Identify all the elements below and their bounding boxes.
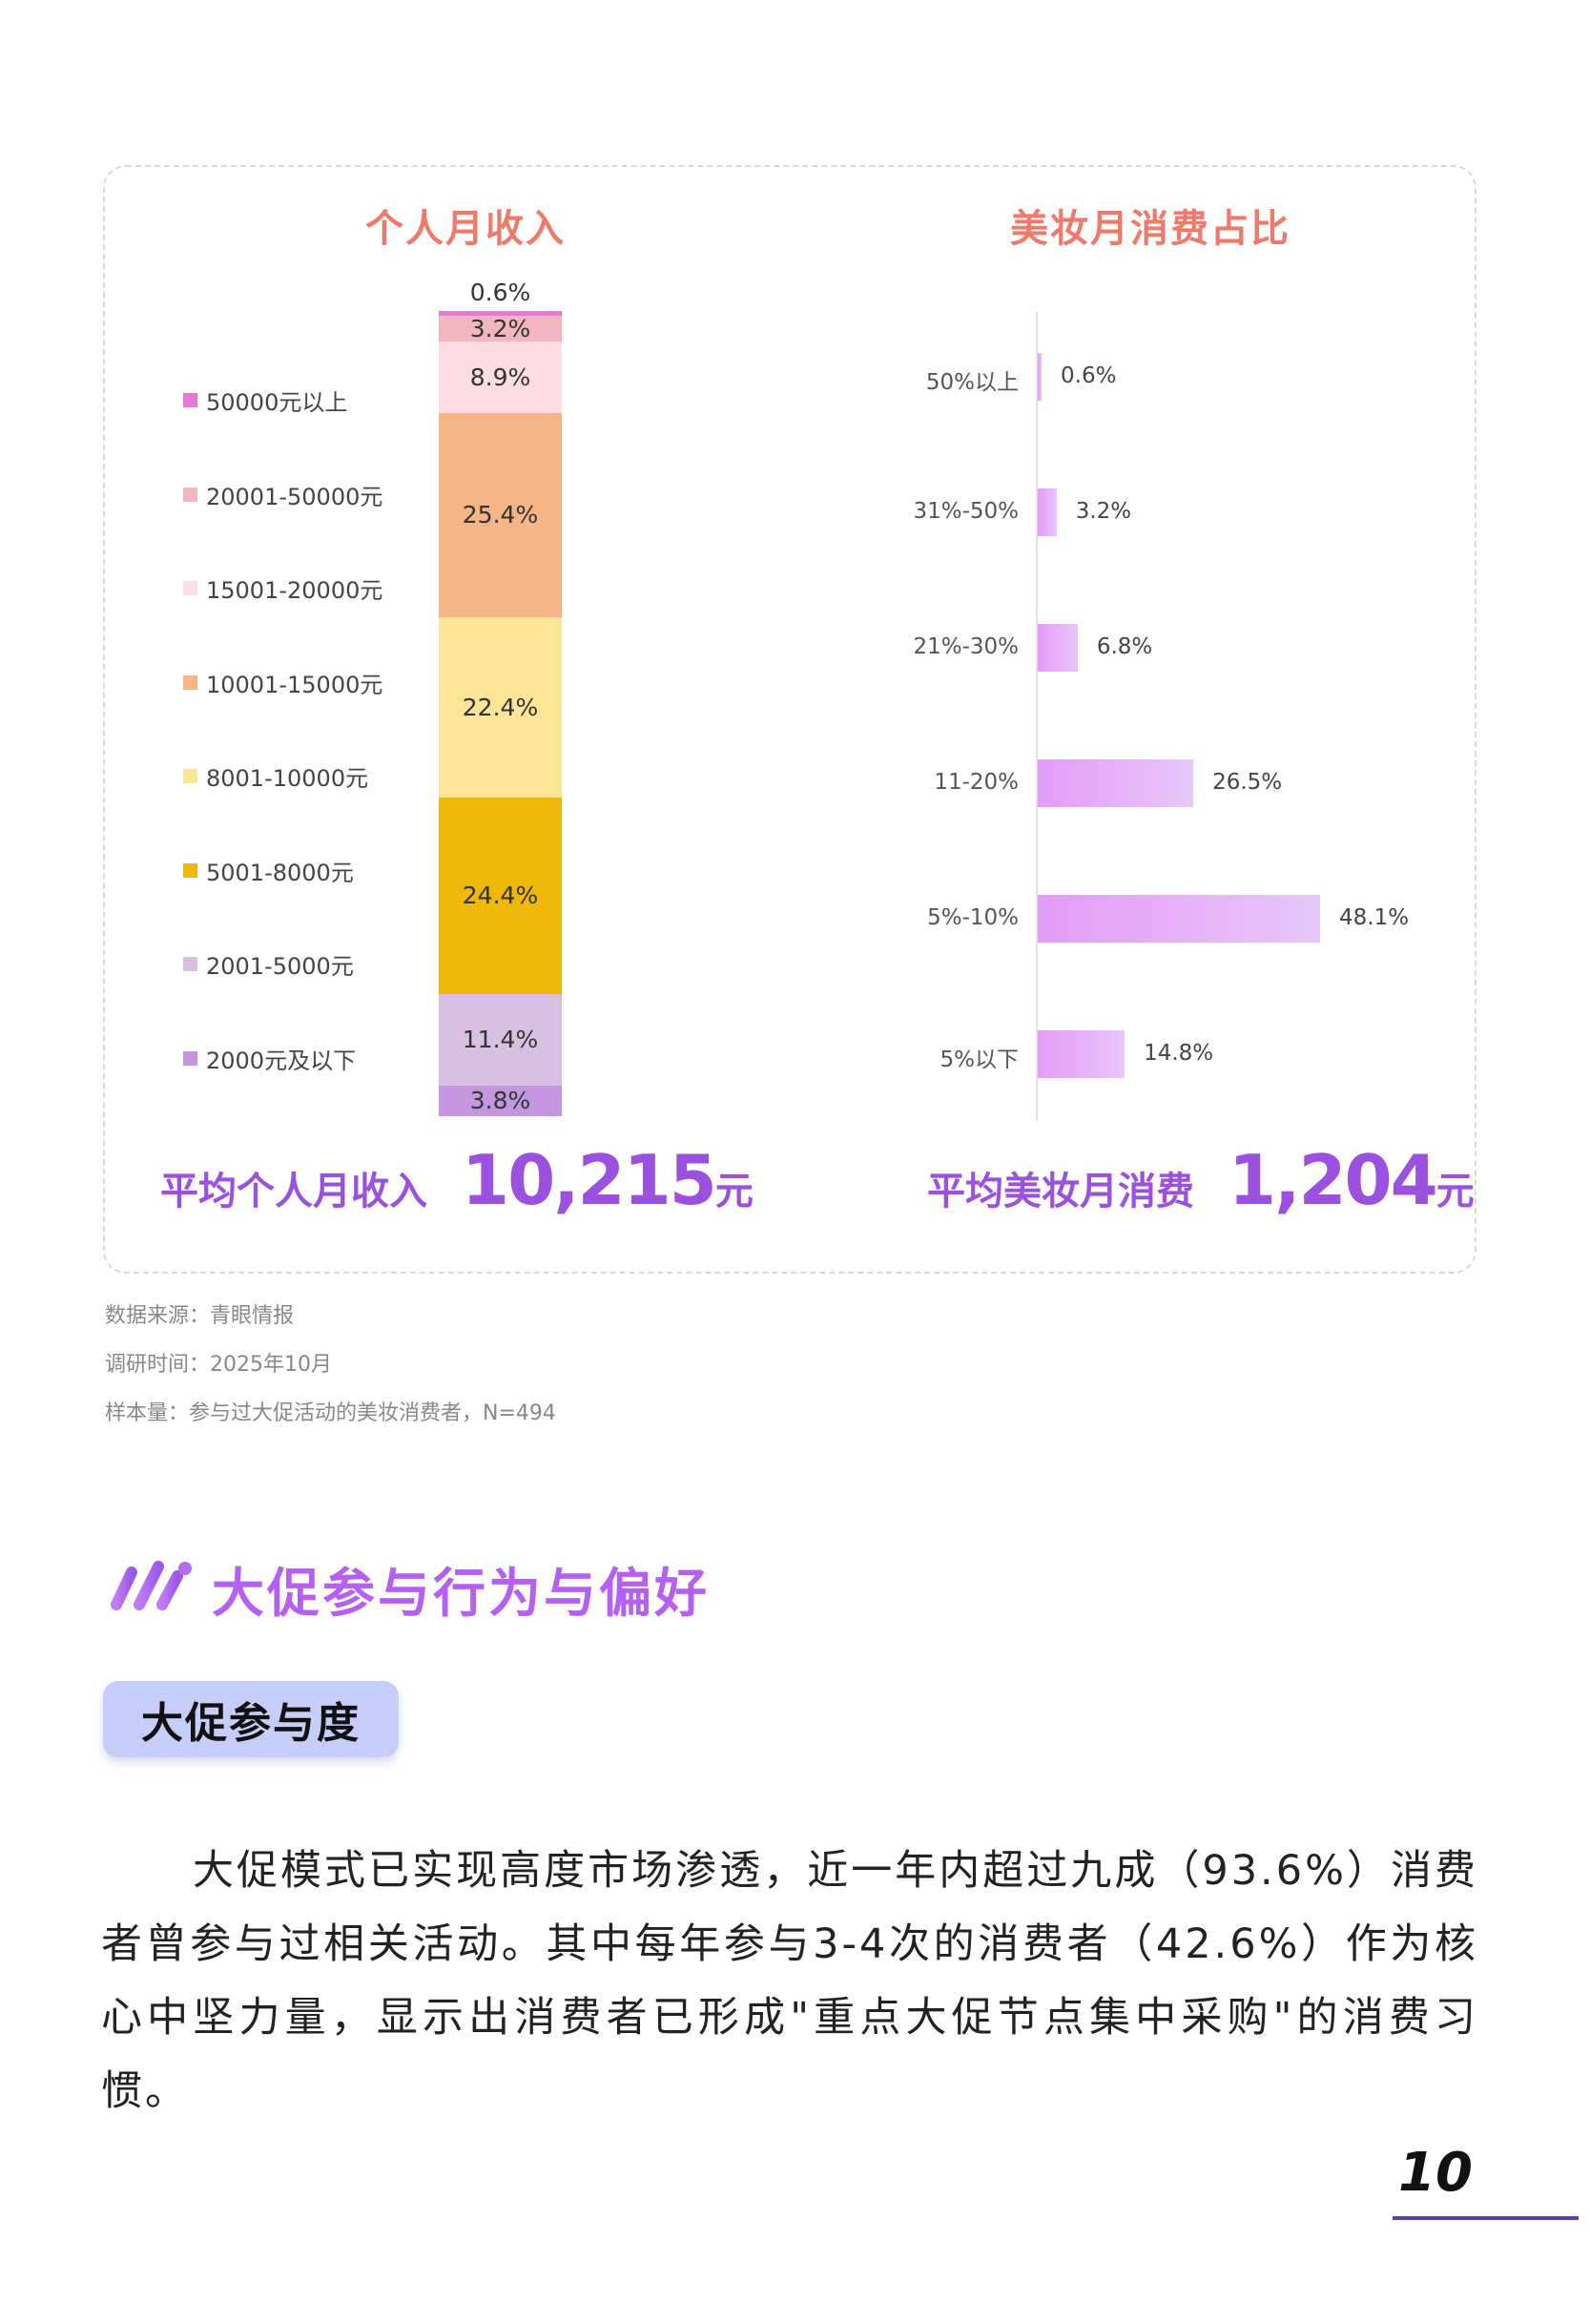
income-summary-label: 平均个人月收入	[160, 1170, 427, 1214]
income-legend-item: 2000元及以下	[183, 1042, 356, 1075]
income-summary-unit: 元	[714, 1170, 754, 1214]
subsection-title: 大促参与度	[141, 1699, 361, 1748]
legend-swatch	[183, 769, 197, 783]
spend-chart-title: 美妆月消费占比	[1010, 207, 1291, 251]
chart-card	[103, 165, 1476, 1274]
legend-label: 2000元及以下	[206, 1047, 357, 1074]
income-bar-segment	[439, 311, 562, 317]
page-number-rule	[1393, 2216, 1579, 2220]
legend-label: 8001-10000元	[206, 765, 369, 792]
legend-label: 2001-5000元	[206, 953, 354, 980]
legend-swatch	[183, 862, 197, 878]
page-number: 10	[1398, 2142, 1473, 2204]
income-bar-segment	[439, 617, 562, 799]
spend-value-label: 3.2%	[1075, 499, 1132, 524]
legend-label: 10001-15000元	[206, 671, 383, 698]
body-paragraph: 大促模式已实现高度市场渗透，近一年内超过九成（93.6%）消费者曾参与过相关活动…	[101, 1847, 1478, 2115]
spend-bar	[1038, 624, 1078, 672]
spend-bar	[1038, 1030, 1125, 1078]
income-summary-value: 10,215	[462, 1140, 717, 1220]
income-chart-title: 个人月收入	[365, 207, 566, 251]
spend-category-label: 21%-30%	[913, 634, 1019, 659]
sample-size-note: 样本量：参与过大促活动的美妆消费者，N=494	[105, 1401, 556, 1425]
income-legend-item: 5001-8000元	[183, 854, 354, 887]
income-legend-item: 15001-20000元	[183, 571, 382, 605]
income-bar-segment	[439, 993, 562, 1086]
source-note: 数据来源：青眼情报	[105, 1304, 295, 1328]
section-heading: 大促参与行为与偏好	[107, 1550, 710, 1627]
income-bar-segment	[439, 413, 562, 618]
income-data-label: 25.4%	[462, 501, 539, 529]
income-summary: 平均个人月收入 10,215 元	[160, 1140, 754, 1220]
spend-summary-unit: 元	[1435, 1170, 1475, 1214]
spend-value-label: 26.5%	[1212, 770, 1283, 795]
subsection-pill: 大促参与度	[103, 1681, 399, 1757]
legend-swatch	[183, 674, 197, 690]
legend-label: 15001-20000元	[206, 577, 383, 604]
income-legend-item: 20001-50000元	[183, 478, 382, 511]
spend-category-label: 5%-10%	[927, 905, 1019, 930]
legend-swatch	[183, 487, 197, 502]
income-bar-segment	[439, 316, 562, 342]
spend-bar	[1038, 353, 1042, 401]
legend-swatch	[183, 1050, 197, 1066]
legend-label: 20001-50000元	[206, 483, 383, 510]
income-data-label: 0.6%	[469, 279, 531, 306]
income-data-label: 22.4%	[462, 693, 539, 721]
legend-swatch	[183, 581, 197, 595]
legend-label: 5001-8000元	[206, 859, 354, 886]
income-legend-item: 50000元以上	[183, 384, 347, 417]
income-bar-segment	[439, 798, 562, 994]
double-slash-icon	[107, 1555, 195, 1622]
spend-value-label: 14.8%	[1144, 1041, 1214, 1066]
spend-chart-axis	[1036, 312, 1038, 1121]
spend-category-label: 50%以上	[925, 370, 1019, 395]
spend-category-label: 11-20%	[934, 770, 1019, 795]
income-data-label: 3.2%	[469, 314, 531, 342]
legend-swatch	[183, 393, 197, 407]
spend-category-label: 5%以下	[940, 1048, 1020, 1072]
income-data-label: 3.8%	[469, 1086, 531, 1114]
income-data-label: 11.4%	[462, 1025, 539, 1053]
spend-value-label: 48.1%	[1339, 905, 1410, 930]
spend-value-label: 6.8%	[1096, 634, 1153, 659]
spend-bar	[1038, 759, 1194, 807]
income-bar-segment	[439, 1085, 562, 1116]
spend-value-label: 0.6%	[1061, 363, 1117, 388]
section-title: 大促参与行为与偏好	[212, 1563, 711, 1624]
spend-summary-value: 1,204	[1229, 1140, 1438, 1220]
spend-bar	[1038, 895, 1320, 943]
spend-category-label: 31%-50%	[913, 499, 1019, 524]
income-legend-item: 8001-10000元	[183, 759, 368, 793]
income-data-label: 24.4%	[462, 881, 539, 909]
spend-bar	[1038, 488, 1057, 536]
income-bar-segment	[439, 342, 562, 414]
legend-swatch	[183, 957, 197, 971]
survey-date-note: 调研时间：2025年10月	[105, 1353, 332, 1377]
spend-summary-label: 平均美妆月消费	[927, 1170, 1194, 1214]
income-legend-item: 2001-5000元	[183, 947, 354, 981]
spend-summary: 平均美妆月消费 1,204 元	[927, 1140, 1475, 1220]
legend-label: 50000元以上	[206, 389, 348, 416]
income-data-label: 8.9%	[469, 363, 531, 391]
income-legend-item: 10001-15000元	[183, 666, 382, 699]
